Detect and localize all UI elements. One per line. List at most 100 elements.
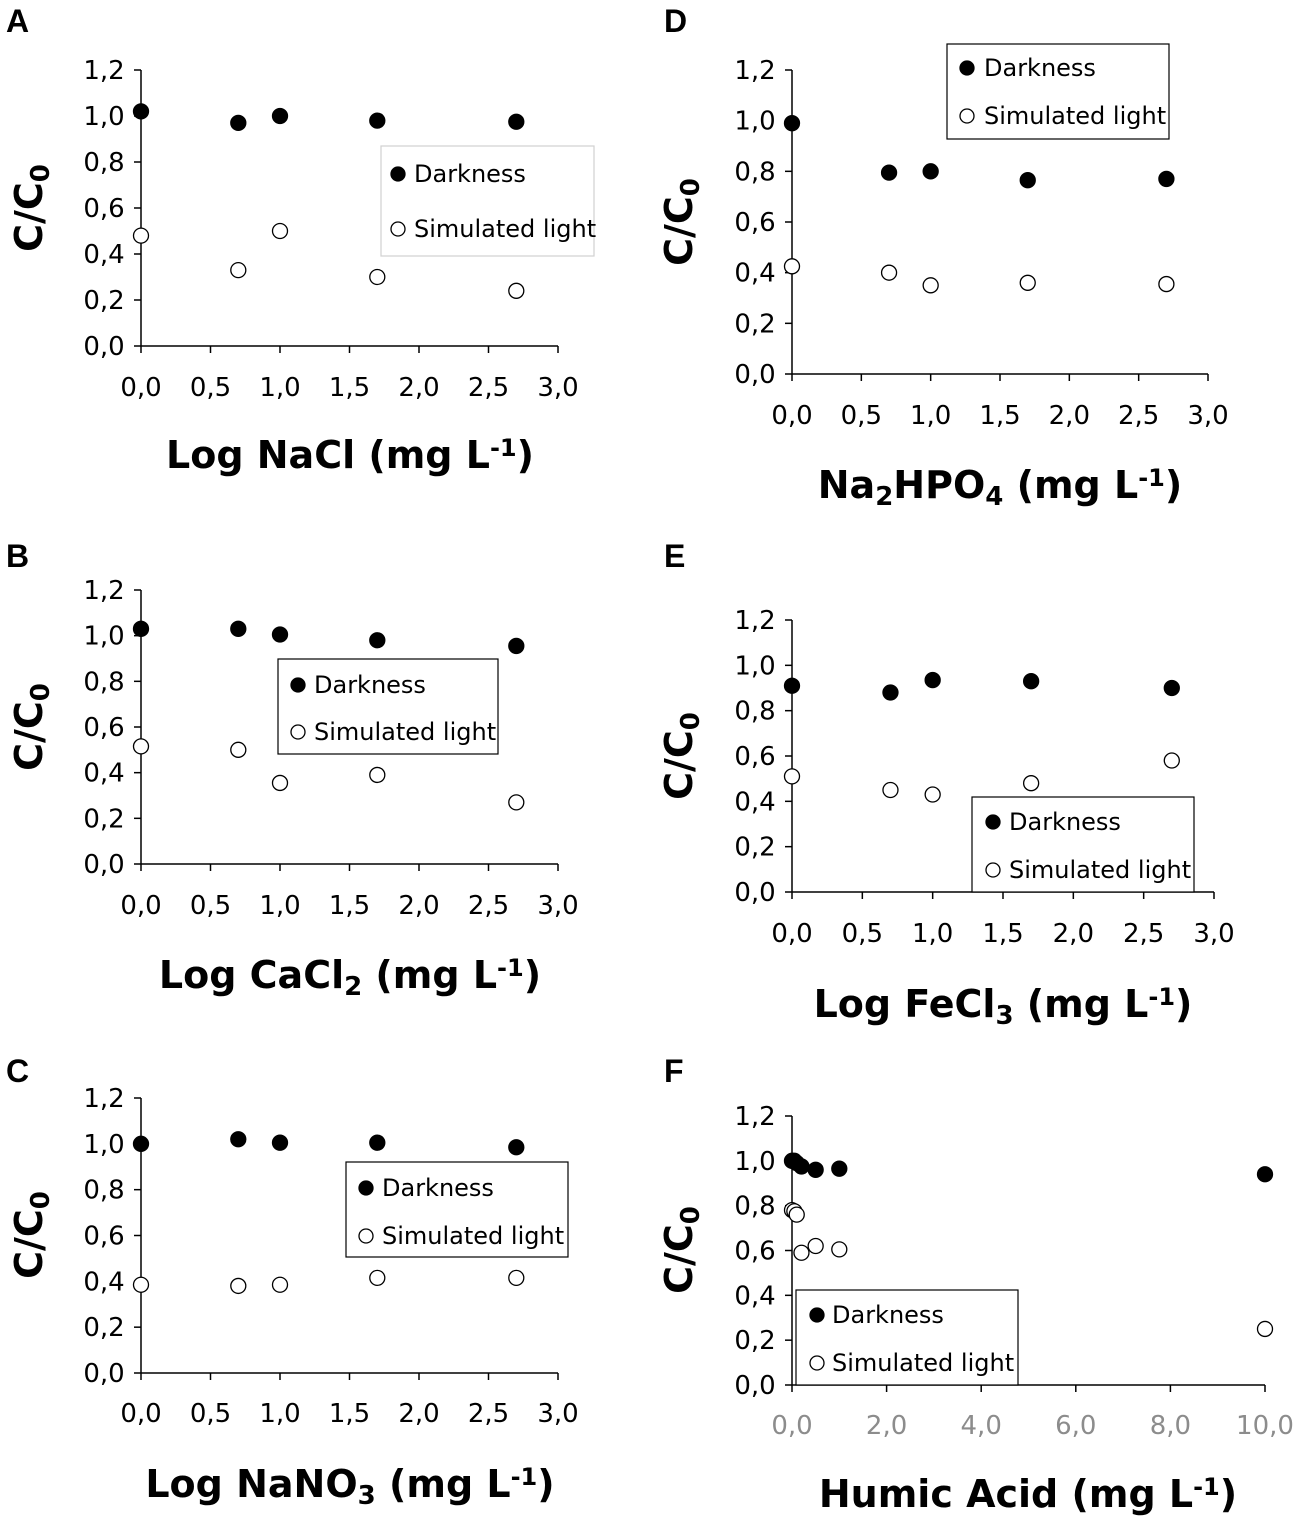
y-tick-label: 0,4 bbox=[734, 259, 775, 289]
y-tick-label: 0,2 bbox=[83, 286, 124, 316]
chart-panel-e: E 0,0 0,2 0,4 0,6 0,8 1,0 1,2 0,0 0,5 1,0 1,5 2,0 2,5… bbox=[657, 538, 1235, 1031]
x-tick-label: 2,0 bbox=[398, 1399, 439, 1429]
x-tick-label: 0,0 bbox=[120, 1399, 161, 1429]
y-tick-label: 0,2 bbox=[83, 804, 124, 834]
chart-panel-c: C 0,0 0,2 0,4 0,6 0,8 1,0 1,2 0,0 0,5 1,0 1,5 2,0 2,5… bbox=[6, 1053, 579, 1511]
legend-marker-simulated-light bbox=[809, 1355, 825, 1371]
chart-panel-f: F 0,0 0,2 0,4 0,6 0,8 1,0 1,2 0,0 2,0 4,0 6,0 8,0 10,… bbox=[657, 1053, 1294, 1516]
legend-label: Simulated light bbox=[414, 215, 596, 243]
data-point-simulated-light bbox=[922, 277, 939, 294]
y-axis-title-sub: 0 bbox=[676, 712, 706, 730]
y-axis-title-sub: 0 bbox=[26, 683, 56, 701]
legend-label: Simulated light bbox=[1009, 856, 1191, 884]
y-tick-label: 0,0 bbox=[734, 878, 775, 908]
data-point-darkness bbox=[783, 115, 801, 132]
y-tick-label: 0,0 bbox=[734, 1371, 775, 1401]
x-tick-label: 10,0 bbox=[1236, 1411, 1294, 1441]
legend-frame bbox=[277, 658, 499, 755]
y-tick-label: 1,2 bbox=[83, 576, 124, 606]
x-tick-label: 2,0 bbox=[398, 891, 439, 921]
panel-letter: F bbox=[664, 1053, 684, 1089]
axis-title-run: ) bbox=[537, 1462, 554, 1506]
axis-title-run: HPO bbox=[893, 463, 985, 507]
axis-title-run: -1 bbox=[1148, 983, 1175, 1011]
chart-panel-b: B 0,0 0,2 0,4 0,6 0,8 1,0 1,2 0,0 0,5 1,0 1,5 2,0 2,5… bbox=[6, 538, 579, 1002]
legend-marker-darkness bbox=[358, 1180, 374, 1196]
y-axis-title-main: C/C bbox=[7, 701, 51, 771]
legend-marker-simulated-light bbox=[985, 862, 1001, 878]
data-point-simulated-light bbox=[271, 774, 289, 792]
data-point-simulated-light bbox=[924, 786, 941, 803]
x-tick-label: 0,0 bbox=[120, 891, 161, 921]
data-point-darkness bbox=[1022, 673, 1040, 690]
chart-panel-d: D 0,0 0,2 0,4 0,6 0,8 1,0 1,2 0,0 0,5 1,0 1,5 2,0 2,5… bbox=[657, 3, 1229, 512]
data-point-darkness bbox=[880, 164, 898, 181]
x-tick-label: 2,0 bbox=[1053, 919, 1094, 949]
data-point-simulated-light bbox=[1022, 775, 1040, 792]
legend-label: Simulated light bbox=[382, 1222, 564, 1250]
x-tick-label: 1,5 bbox=[329, 373, 370, 403]
legend: Darkness Simulated light bbox=[345, 1161, 569, 1258]
data-point-simulated-light bbox=[132, 1276, 150, 1293]
x-tick-label: 0,0 bbox=[120, 373, 161, 403]
y-tick-label: 1,0 bbox=[83, 102, 124, 132]
x-tick-label: 6,0 bbox=[1055, 1411, 1096, 1441]
x-tick-label: 0,5 bbox=[842, 919, 883, 949]
data-point-darkness bbox=[807, 1161, 824, 1178]
y-tick-label: 1,2 bbox=[83, 1084, 124, 1114]
data-point-darkness bbox=[271, 107, 289, 125]
data-point-simulated-light bbox=[369, 766, 386, 784]
panel-letter: B bbox=[6, 538, 29, 574]
legend-frame bbox=[971, 796, 1195, 893]
x-tick-label: 1,0 bbox=[259, 891, 300, 921]
axis-title-run: 3 bbox=[358, 1481, 376, 1511]
legend-label: Simulated light bbox=[314, 718, 496, 746]
x-tick-label: 1,0 bbox=[259, 373, 300, 403]
data-point-simulated-light bbox=[831, 1241, 848, 1258]
y-tick-label: 0,0 bbox=[83, 1359, 124, 1389]
data-point-darkness bbox=[230, 114, 247, 132]
y-tick-label: 0,0 bbox=[734, 360, 775, 390]
x-tick-label: 0,0 bbox=[771, 1411, 812, 1441]
x-tick-label: 2,5 bbox=[468, 891, 509, 921]
y-tick-label: 0,8 bbox=[83, 1176, 124, 1206]
y-tick-label: 0,2 bbox=[734, 1326, 775, 1356]
axis-title-run: Log FeCl bbox=[814, 982, 996, 1026]
y-tick-label: 0,6 bbox=[734, 208, 775, 238]
data-point-darkness bbox=[132, 620, 150, 637]
y-axis-title-sub: 0 bbox=[676, 178, 706, 196]
axis-title-run: ) bbox=[1165, 463, 1182, 507]
legend-marker-darkness bbox=[290, 677, 306, 693]
axis-title-run: Humic Acid (mg L bbox=[819, 1472, 1193, 1516]
x-tick-label: 2,5 bbox=[468, 373, 509, 403]
data-point-simulated-light bbox=[369, 268, 386, 286]
legend: Darkness Simulated light bbox=[380, 145, 596, 257]
y-tick-label: 1,0 bbox=[734, 651, 775, 681]
y-tick-label: 0,4 bbox=[83, 759, 124, 789]
x-tick-label: 3,0 bbox=[537, 891, 578, 921]
legend-frame bbox=[345, 1161, 569, 1258]
axis-title-run: 4 bbox=[985, 482, 1003, 512]
y-tick-label: 0,2 bbox=[734, 309, 775, 339]
axis-title-run: Log NaCl (mg L bbox=[166, 433, 490, 477]
data-point-simulated-light bbox=[271, 1276, 289, 1293]
data-point-simulated-light bbox=[132, 227, 150, 244]
legend-marker-simulated-light bbox=[390, 221, 406, 237]
data-point-darkness bbox=[1163, 679, 1180, 697]
y-tick-label: 0,6 bbox=[83, 1222, 124, 1252]
y-tick-label: 0,6 bbox=[734, 742, 775, 772]
y-axis-title: C/C0 bbox=[7, 1191, 56, 1279]
legend-marker-simulated-light bbox=[959, 108, 975, 124]
x-tick-label: 1,5 bbox=[979, 401, 1020, 431]
legend-label: Simulated light bbox=[832, 1349, 1014, 1377]
y-tick-label: 1,2 bbox=[734, 1102, 775, 1132]
legend-label: Darkness bbox=[984, 54, 1096, 82]
x-tick-label: 0,5 bbox=[190, 891, 231, 921]
axis-title-run: -1 bbox=[1138, 464, 1165, 492]
axis-title-run: -1 bbox=[1193, 1473, 1220, 1501]
axis-title-run: ) bbox=[1175, 982, 1192, 1026]
x-tick-label: 1,5 bbox=[329, 891, 370, 921]
chart-panel-a: A 0,0 0,2 0,4 0,6 0,8 1,0 1,2 0,0 0,5 1,0 1,5 2,0 2,5… bbox=[6, 3, 596, 477]
y-tick-label: 0,8 bbox=[734, 1192, 775, 1222]
y-axis-title-sub: 0 bbox=[26, 1191, 56, 1209]
